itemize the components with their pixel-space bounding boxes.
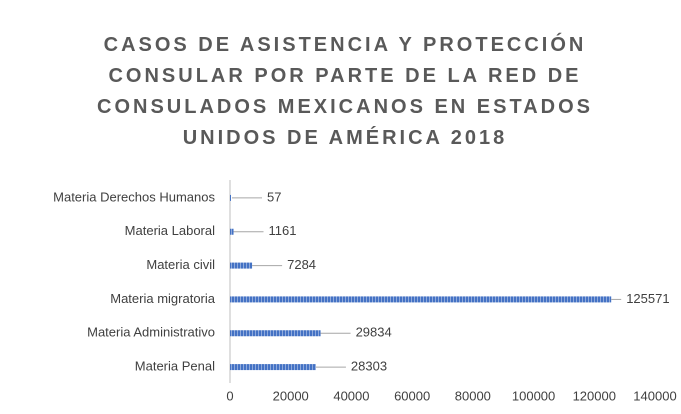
bar — [230, 296, 612, 303]
y-tick-label: Materia Laboral — [125, 223, 215, 238]
y-tick-label: Materia Derechos Humanos — [53, 189, 215, 204]
bar — [230, 228, 234, 235]
bar — [230, 194, 231, 201]
x-tick-label: 140000 — [633, 388, 676, 403]
bar — [230, 364, 316, 371]
data-label: 29834 — [356, 325, 392, 340]
y-tick-label: Materia civil — [146, 257, 215, 272]
x-tick-label: 100000 — [512, 388, 555, 403]
x-tick-label: 60000 — [394, 388, 430, 403]
data-label: 7284 — [287, 257, 316, 272]
data-label: 1161 — [269, 223, 297, 238]
y-tick-label: Materia Penal — [135, 359, 215, 374]
x-tick-label: 40000 — [333, 388, 369, 403]
data-label: 57 — [267, 189, 281, 204]
data-label: 125571 — [626, 291, 669, 306]
y-tick-label: Materia migratoria — [110, 291, 216, 306]
data-label: 28303 — [351, 359, 387, 374]
y-tick-label: Materia Administrativo — [87, 325, 215, 340]
bar — [230, 330, 321, 337]
x-tick-label: 20000 — [273, 388, 309, 403]
x-tick-label: 80000 — [455, 388, 491, 403]
x-tick-label: 120000 — [573, 388, 616, 403]
x-tick-label: 0 — [226, 388, 233, 403]
chart-title: CASOS DE ASISTENCIA Y PROTECCIÓN CONSULA… — [97, 34, 593, 149]
bar — [230, 262, 253, 269]
